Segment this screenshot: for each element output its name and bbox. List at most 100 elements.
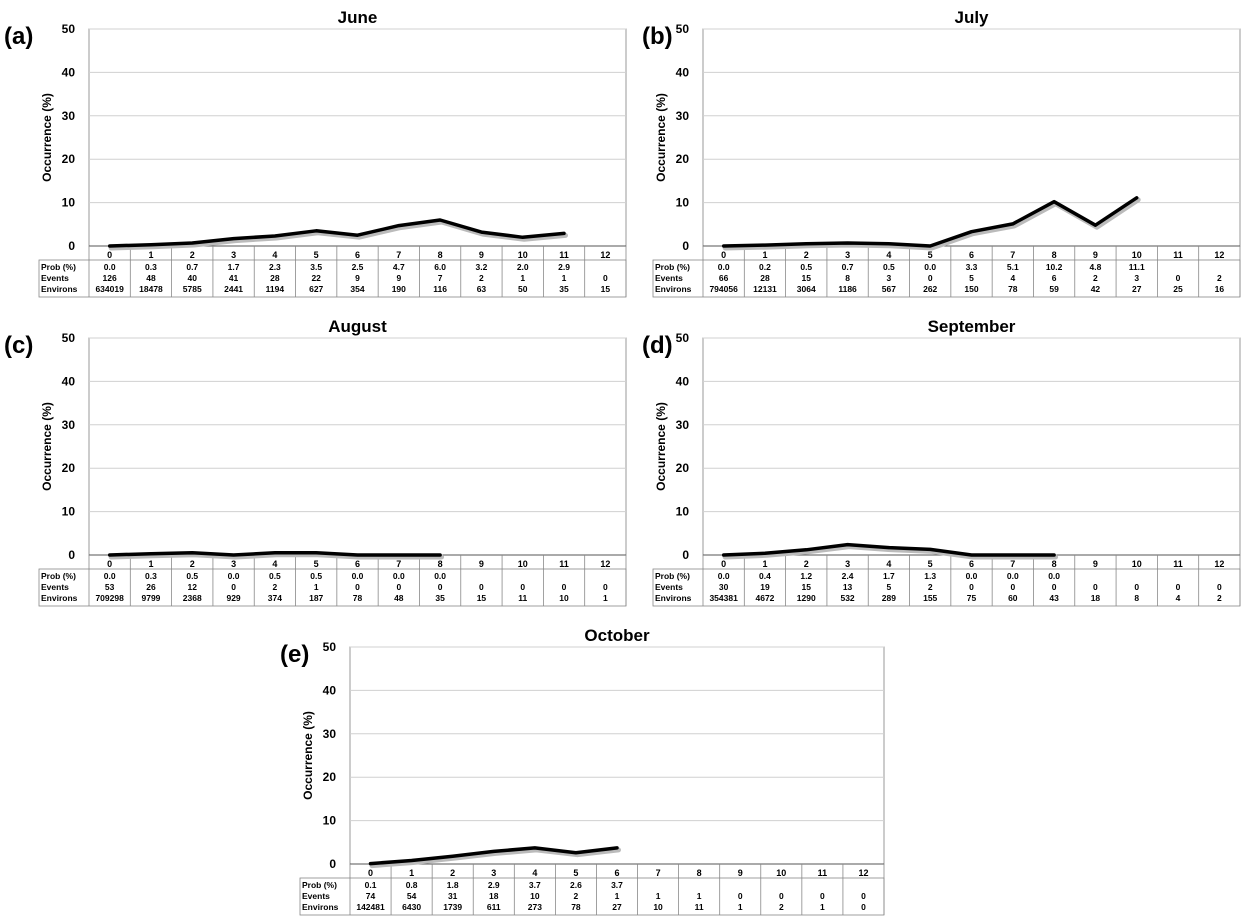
table-cell-value: 4.7: [393, 262, 405, 272]
x-tick-label: 8: [1052, 559, 1057, 569]
x-tick-label: 9: [738, 868, 743, 878]
table-cell-value: 48: [146, 273, 156, 283]
x-tick-label: 12: [1214, 250, 1224, 260]
x-tick-label: 12: [1214, 559, 1224, 569]
chart-title: August: [328, 317, 387, 336]
table-cell-value: 0: [820, 891, 825, 901]
y-tick-label: 10: [62, 505, 76, 519]
y-tick-label: 40: [676, 65, 690, 79]
table-cell-value: 374: [268, 593, 282, 603]
table-cell-value: 3.7: [611, 880, 623, 890]
y-tick-label: 10: [62, 196, 76, 210]
panel-label: (d): [642, 332, 673, 359]
table-cell-value: 1290: [797, 593, 816, 603]
table-cell-value: 0.0: [718, 571, 730, 581]
table-cell-value: 794056: [709, 284, 738, 294]
table-cell-value: 8: [1134, 593, 1139, 603]
table-cell-value: 532: [840, 593, 854, 603]
table-cell-value: 0: [603, 273, 608, 283]
table-cell-value: 18478: [139, 284, 163, 294]
table-cell-value: 1186: [838, 284, 857, 294]
x-tick-label: 3: [845, 250, 850, 260]
x-tick-label: 10: [518, 250, 528, 260]
table-cell-value: 155: [923, 593, 937, 603]
table-cell-value: 9799: [142, 593, 161, 603]
table-cell-value: 66: [719, 273, 729, 283]
table-cell-value: 0.0: [104, 262, 116, 272]
table-cell-value: 11.1: [1129, 262, 1145, 272]
panel-label: (e): [280, 641, 309, 668]
table-cell-value: 262: [923, 284, 937, 294]
x-tick-label: 10: [1132, 559, 1142, 569]
table-cell-value: 9: [396, 273, 401, 283]
series-line: [107, 551, 442, 557]
x-tick-label: 8: [697, 868, 702, 878]
x-tick-label: 8: [1052, 250, 1057, 260]
table-cell-value: 3: [887, 273, 892, 283]
chart-title: September: [928, 317, 1016, 336]
series-line-shadow: [369, 847, 621, 869]
x-tick-label: 10: [518, 559, 528, 569]
table-cell-value: 0: [861, 902, 866, 912]
table-cell-value: 2.9: [488, 880, 500, 890]
x-tick-label: 8: [438, 250, 443, 260]
table-cell-value: 0.7: [842, 262, 854, 272]
table-cell-value: 15: [477, 593, 487, 603]
table-cell-value: 190: [392, 284, 406, 294]
table-cell-value: 1.3: [924, 571, 936, 581]
plot-area: [702, 337, 1241, 556]
table-cell-value: 1: [697, 891, 702, 901]
table-cell-value: 16: [1215, 284, 1225, 294]
x-tick-label: 9: [479, 250, 484, 260]
table-cell-value: 0.5: [800, 262, 812, 272]
x-tick-label: 2: [190, 559, 195, 569]
x-tick-label: 10: [1132, 250, 1142, 260]
y-tick-label: 50: [62, 22, 76, 36]
table-cell-value: 0.1: [365, 880, 377, 890]
table-cell-value: 0.0: [434, 571, 446, 581]
table-row-label: Environs: [41, 593, 78, 603]
table-cell-value: 40: [188, 273, 198, 283]
table-cell-value: 1: [738, 902, 743, 912]
table-cell-value: 0: [479, 582, 484, 592]
x-tick-label: 5: [928, 250, 933, 260]
table-cell-value: 41: [229, 273, 239, 283]
table-cell-value: 3.7: [529, 880, 541, 890]
table-row-label: Events: [41, 273, 69, 283]
x-tick-label: 0: [107, 250, 112, 260]
x-tick-label: 0: [721, 559, 726, 569]
table-cell-value: 48: [394, 593, 404, 603]
table-cell-value: 5785: [183, 284, 202, 294]
table-cell-value: 43: [1049, 593, 1059, 603]
table-cell-value: 2: [1217, 593, 1222, 603]
table-row-label: Events: [655, 273, 683, 283]
table-cell-value: 18: [1091, 593, 1101, 603]
y-axis-label: Occurrence (%): [40, 93, 54, 182]
x-tick-label: 0: [368, 868, 373, 878]
table-cell-value: 2368: [183, 593, 202, 603]
table-cell-value: 35: [559, 284, 569, 294]
x-tick-label: 7: [396, 559, 401, 569]
table-cell-value: 0.0: [718, 262, 730, 272]
table-cell-value: 31: [448, 891, 458, 901]
table-cell-value: 567: [882, 284, 896, 294]
table-cell-value: 0.8: [406, 880, 418, 890]
table-cell-value: 75: [967, 593, 977, 603]
y-axis-label: Occurrence (%): [654, 402, 668, 491]
y-tick-label: 30: [62, 109, 76, 123]
x-tick-label: 12: [600, 559, 610, 569]
x-tick-label: 0: [721, 250, 726, 260]
y-tick-label: 40: [676, 374, 690, 388]
table-cell-value: 0.0: [924, 262, 936, 272]
x-tick-label: 2: [190, 250, 195, 260]
table-cell-value: 273: [528, 902, 542, 912]
table-cell-value: 0.0: [352, 571, 364, 581]
table-cell-value: 2.0: [517, 262, 529, 272]
x-tick-label: 1: [148, 250, 153, 260]
table-cell-value: 0.5: [883, 262, 895, 272]
y-tick-label: 30: [676, 109, 690, 123]
table-cell-value: 5.1: [1007, 262, 1019, 272]
